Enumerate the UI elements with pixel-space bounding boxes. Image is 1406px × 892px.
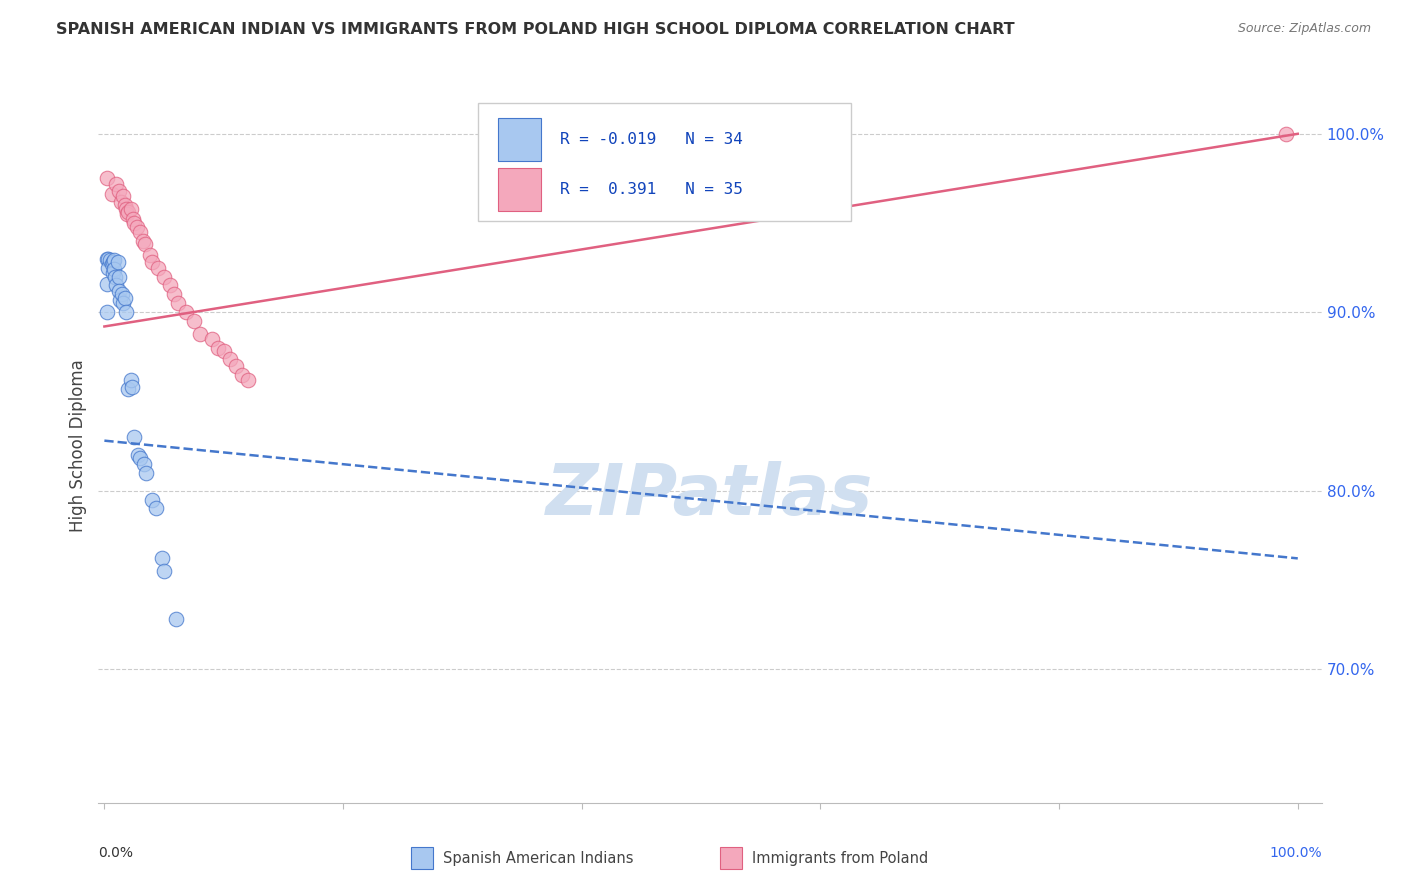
Point xyxy=(122,212,145,227)
Point xyxy=(201,332,224,346)
Point xyxy=(103,253,125,268)
Point xyxy=(112,296,135,310)
Point xyxy=(129,225,152,239)
Point xyxy=(225,359,247,373)
Point xyxy=(167,296,190,310)
Point xyxy=(212,344,235,359)
Point xyxy=(138,248,160,262)
Point xyxy=(105,278,128,293)
Point xyxy=(132,457,155,471)
Point xyxy=(122,430,145,444)
Point xyxy=(1275,127,1298,141)
Point xyxy=(104,269,127,284)
Point xyxy=(101,266,124,280)
Point xyxy=(114,198,136,212)
Text: R = -0.019   N = 34: R = -0.019 N = 34 xyxy=(560,132,742,146)
Text: R =  0.391   N = 35: R = 0.391 N = 35 xyxy=(560,182,742,196)
Point xyxy=(100,257,122,271)
Point xyxy=(141,255,163,269)
Point xyxy=(120,373,142,387)
Point xyxy=(97,260,120,275)
Point xyxy=(150,551,173,566)
Point xyxy=(236,373,259,387)
Point xyxy=(125,219,148,234)
Point xyxy=(135,466,157,480)
FancyBboxPatch shape xyxy=(498,118,541,161)
Point xyxy=(96,252,118,266)
Point xyxy=(183,314,205,328)
Point xyxy=(105,177,128,191)
Point xyxy=(231,368,253,382)
Point xyxy=(114,291,136,305)
Point xyxy=(98,253,121,268)
Point xyxy=(207,341,229,355)
Point xyxy=(103,262,125,277)
Point xyxy=(159,278,181,293)
Point xyxy=(96,305,118,319)
Point xyxy=(115,202,138,216)
Point xyxy=(115,305,138,319)
Point xyxy=(107,255,129,269)
Point xyxy=(107,184,129,198)
Text: 0.0%: 0.0% xyxy=(98,846,134,860)
Text: Spanish American Indians: Spanish American Indians xyxy=(443,851,633,865)
Point xyxy=(218,351,240,366)
Point xyxy=(131,234,153,248)
Point xyxy=(188,326,211,341)
Point xyxy=(141,492,163,507)
FancyBboxPatch shape xyxy=(478,103,851,221)
Point xyxy=(165,612,187,626)
Point xyxy=(97,252,120,266)
Text: 100.0%: 100.0% xyxy=(1270,846,1322,860)
Point xyxy=(117,205,139,219)
Point xyxy=(107,269,129,284)
Point xyxy=(145,501,167,516)
Point xyxy=(107,284,129,298)
Point xyxy=(121,380,143,394)
Point xyxy=(162,287,184,301)
FancyBboxPatch shape xyxy=(498,168,541,211)
Text: Source: ZipAtlas.com: Source: ZipAtlas.com xyxy=(1237,22,1371,36)
Point xyxy=(129,451,152,466)
Point xyxy=(96,277,118,291)
Point xyxy=(134,237,156,252)
Text: ZIPatlas: ZIPatlas xyxy=(547,461,873,531)
Point xyxy=(108,293,131,307)
Point xyxy=(153,269,176,284)
Point xyxy=(174,305,197,319)
Point xyxy=(153,564,176,578)
Point xyxy=(101,255,124,269)
Point xyxy=(122,216,145,230)
Point xyxy=(111,287,134,301)
Point xyxy=(100,187,122,202)
Point xyxy=(127,448,149,462)
Point xyxy=(120,202,142,216)
Point xyxy=(110,194,132,209)
Text: SPANISH AMERICAN INDIAN VS IMMIGRANTS FROM POLAND HIGH SCHOOL DIPLOMA CORRELATIO: SPANISH AMERICAN INDIAN VS IMMIGRANTS FR… xyxy=(56,22,1015,37)
Point xyxy=(112,189,135,203)
Text: Immigrants from Poland: Immigrants from Poland xyxy=(752,851,928,865)
Point xyxy=(115,207,138,221)
Y-axis label: High School Diploma: High School Diploma xyxy=(69,359,87,533)
Point xyxy=(117,382,139,396)
Point xyxy=(146,260,169,275)
Point xyxy=(96,171,118,186)
